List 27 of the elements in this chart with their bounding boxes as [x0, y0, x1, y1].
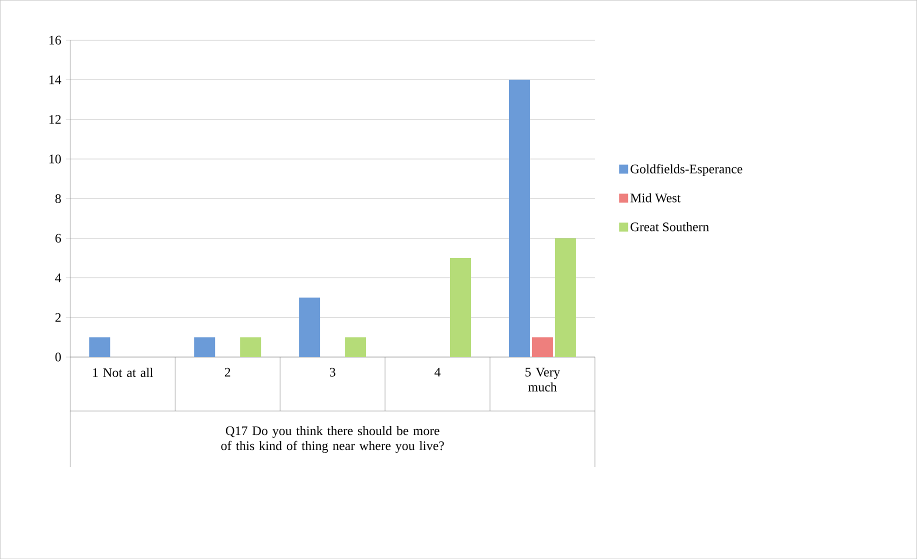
bar	[299, 298, 320, 357]
legend-label: Great Southern	[630, 222, 709, 232]
y-tick-label: 16	[50, 36, 61, 44]
bar	[345, 337, 366, 357]
x-tick-label: 5 Very much	[526, 368, 560, 392]
bar	[240, 337, 262, 357]
x-tick-label: 2	[224, 368, 230, 376]
y-tick-label: 12	[50, 115, 61, 124]
y-tick-label: 0	[55, 352, 61, 362]
x-tick-label: 3	[330, 368, 336, 376]
bar	[194, 337, 216, 357]
y-tick-label: 14	[50, 75, 62, 84]
legend-label: Goldfields-Esperance	[630, 164, 742, 176]
y-tick-label: 2	[55, 313, 61, 322]
bar	[554, 238, 576, 357]
y-tick-label: 8	[55, 194, 61, 203]
x-axis-title: Q17 Do you think there should be more of this kind of thing near where you live?	[221, 426, 444, 453]
x-tick-label: 4	[434, 368, 441, 376]
x-tick-label: 1 Not at all	[93, 368, 154, 377]
bar	[89, 337, 110, 357]
y-tick-label: 10	[50, 154, 61, 164]
bar	[532, 337, 553, 357]
y-tick-label: 4	[55, 273, 62, 282]
legend-label: Mid West	[630, 193, 681, 202]
bar	[450, 258, 471, 357]
y-tick-label: 6	[55, 234, 61, 243]
bar	[508, 80, 530, 357]
